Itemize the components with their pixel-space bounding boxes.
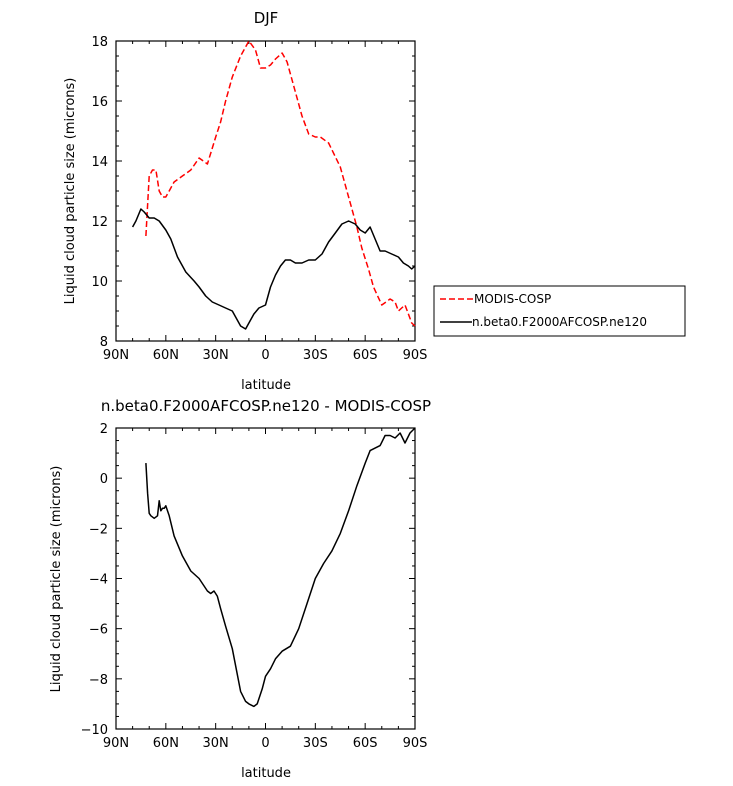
bottom-panel: n.beta0.F2000AFCOSP.ne120 - MODIS-COSP L… [49,397,431,781]
bottom-y-axis-label: Liquid cloud particle size (microns) [49,466,64,693]
series-line-2 [131,208,416,330]
series-line-1 [145,427,416,708]
x-tick-label: 0 [261,348,269,363]
x-tick-label: 90S [403,348,428,363]
x-tick-label: 60S [353,736,378,751]
x-tick-label: 60N [153,736,179,751]
top-y-axis-label: Liquid cloud particle size (microns) [63,78,78,305]
top-chart-title: DJF [254,9,279,27]
y-tick-label: 16 [91,95,108,110]
x-tick-label: 90S [403,736,428,751]
x-tick-label: 0 [261,736,269,751]
y-tick-label: −8 [89,673,108,688]
y-tick-label: 10 [91,275,108,290]
y-tick-label: −6 [89,623,108,638]
legend-label-model: n.beta0.F2000AFCOSP.ne120 [472,315,647,329]
top-x-axis-label: latitude [241,378,291,393]
y-tick-label: 18 [91,35,108,50]
y-tick-label: −2 [89,522,108,537]
y-tick-label: −10 [81,723,108,738]
x-tick-label: 30N [203,736,229,751]
x-tick-label: 60S [353,348,378,363]
series-line-1 [145,40,416,327]
x-tick-label: 30S [303,736,328,751]
y-tick-label: 8 [100,335,108,350]
bottom-chart-title: n.beta0.F2000AFCOSP.ne120 - MODIS-COSP [101,397,431,415]
y-tick-label: 0 [100,472,108,487]
legend: MODIS-COSP n.beta0.F2000AFCOSP.ne120 [433,285,686,337]
x-tick-label: 30S [303,348,328,363]
x-tick-label: 90N [103,736,129,751]
y-tick-label: 12 [91,215,108,230]
y-tick-label: −4 [89,573,108,588]
bottom-plot-frame [115,427,416,730]
y-tick-label: 2 [100,422,108,437]
x-tick-label: 60N [153,348,179,363]
y-tick-label: 14 [91,155,108,170]
top-panel: DJF Liquid cloud particle size (microns)… [63,9,686,393]
x-tick-label: 30N [203,348,229,363]
x-tick-label: 90N [103,348,129,363]
legend-box [433,285,686,337]
top-plot-frame [115,40,416,342]
bottom-x-axis-label: latitude [241,766,291,781]
legend-label-modis: MODIS-COSP [474,292,551,306]
